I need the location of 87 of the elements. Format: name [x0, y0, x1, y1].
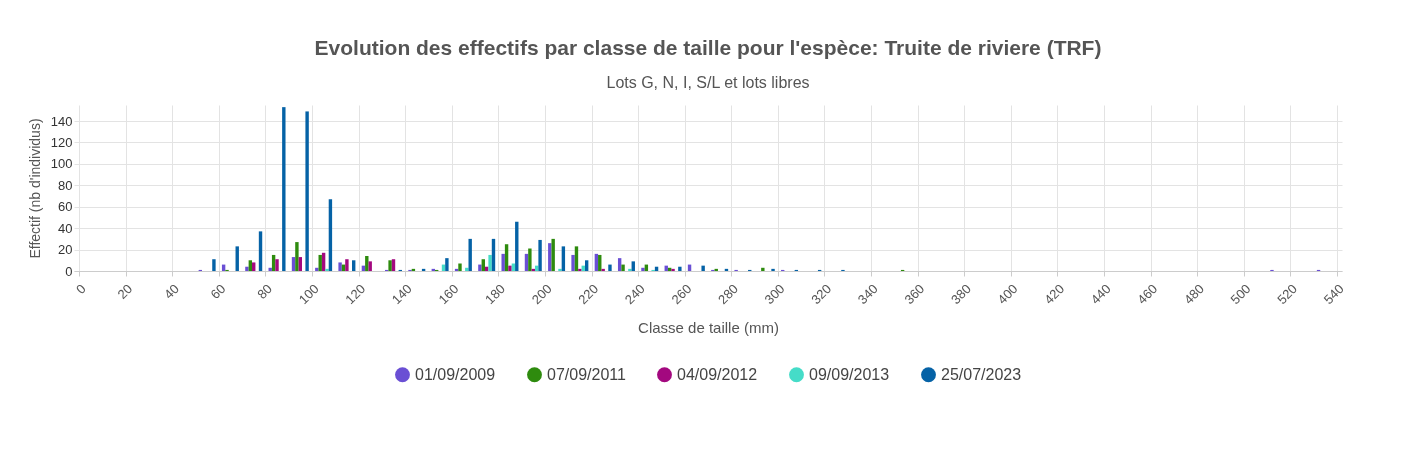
- bar: [571, 254, 575, 271]
- legend-label: 04/09/2012: [677, 365, 758, 383]
- x-tick-label: 220: [575, 281, 602, 308]
- bar: [628, 268, 632, 271]
- bar: [481, 259, 485, 271]
- y-tick-label: 80: [58, 177, 73, 193]
- x-tick-label: 360: [901, 281, 928, 308]
- bar: [468, 238, 472, 271]
- x-tick-label: 140: [388, 281, 415, 308]
- x-tick-label: 160: [435, 281, 462, 308]
- bar: [458, 263, 462, 271]
- x-tick-label: 500: [1227, 281, 1254, 308]
- bar: [631, 261, 635, 271]
- y-tick-label: 20: [58, 242, 73, 258]
- bar: [325, 268, 329, 271]
- bar: [538, 239, 542, 271]
- bar: [608, 264, 612, 271]
- bar: [212, 259, 216, 271]
- bar: [601, 268, 605, 271]
- chart-title: Evolution des effectifs par classe de taille pour l'espèce: Truite de riviere (TRF): [314, 36, 1102, 59]
- x-tick-label: 480: [1180, 281, 1207, 308]
- bar: [528, 248, 532, 271]
- x-tick-label: 340: [854, 281, 881, 308]
- y-tick-label: 0: [65, 263, 73, 279]
- bar: [315, 267, 319, 271]
- bar: [345, 259, 349, 271]
- x-tick-label: 520: [1274, 281, 1301, 308]
- bar: [245, 266, 249, 271]
- bar: [391, 259, 396, 271]
- bar: [551, 238, 555, 271]
- legend-label: 09/09/2013: [809, 365, 890, 383]
- bar: [678, 266, 682, 271]
- x-tick-label: 20: [114, 281, 136, 302]
- x-tick-label: 440: [1087, 281, 1114, 308]
- bar: [508, 265, 512, 271]
- bar: [365, 256, 369, 271]
- x-tick-label: 0: [72, 281, 89, 297]
- legend-label: 01/09/2009: [415, 365, 496, 383]
- x-tick-label: 380: [948, 281, 974, 308]
- y-tick-label: 40: [58, 220, 73, 236]
- x-tick-label: 320: [808, 281, 835, 308]
- bar: [248, 260, 253, 271]
- bar: [252, 262, 256, 271]
- chart-subtitle: Lots G, N, I, S/L et lots libres: [606, 74, 810, 91]
- x-tick-label: 420: [1041, 281, 1068, 308]
- x-tick-label: 300: [761, 281, 788, 308]
- bar: [671, 268, 675, 271]
- x-tick-label: 120: [342, 281, 369, 308]
- x-tick-label: 100: [295, 281, 322, 308]
- x-tick-label: 280: [715, 281, 741, 308]
- x-tick-label: 240: [621, 281, 648, 308]
- bar: [275, 259, 279, 271]
- bar: [478, 264, 482, 271]
- x-tick-label: 200: [528, 281, 555, 308]
- x-axis-title: Classe de taille (mm): [638, 319, 779, 337]
- bar: [771, 268, 775, 271]
- y-tick-label: 60: [58, 199, 73, 215]
- y-tick-label: 100: [50, 156, 73, 172]
- bar: [558, 268, 562, 271]
- bar: [295, 242, 299, 271]
- y-tick-label: 120: [50, 134, 73, 150]
- x-tick-label: 180: [482, 281, 509, 308]
- bar: [488, 254, 492, 271]
- bar: [584, 260, 589, 271]
- bar: [445, 258, 449, 271]
- bar: [282, 107, 286, 271]
- legend-label: 07/09/2011: [547, 365, 626, 383]
- y-axis-title: Effectif (nb d'individus): [26, 118, 43, 259]
- legend-label: 25/07/2023: [941, 365, 1022, 383]
- bar: [338, 262, 342, 271]
- x-tick-label: 460: [1134, 281, 1161, 308]
- bar: [368, 261, 372, 271]
- x-tick-label: 540: [1320, 281, 1347, 308]
- x-tick-label: 400: [994, 281, 1021, 308]
- bar: [388, 260, 392, 271]
- bar: [641, 267, 645, 271]
- bar: [761, 267, 765, 271]
- x-tick-label: 80: [254, 281, 276, 302]
- bar: [701, 265, 705, 271]
- bar: [352, 260, 356, 271]
- y-tick-label: 140: [50, 113, 73, 129]
- bar: [305, 111, 309, 271]
- bar: [501, 253, 505, 271]
- x-tick-label: 40: [161, 281, 182, 302]
- x-tick-label: 260: [668, 281, 695, 308]
- bar: [621, 264, 625, 271]
- x-tick-label: 60: [207, 281, 229, 302]
